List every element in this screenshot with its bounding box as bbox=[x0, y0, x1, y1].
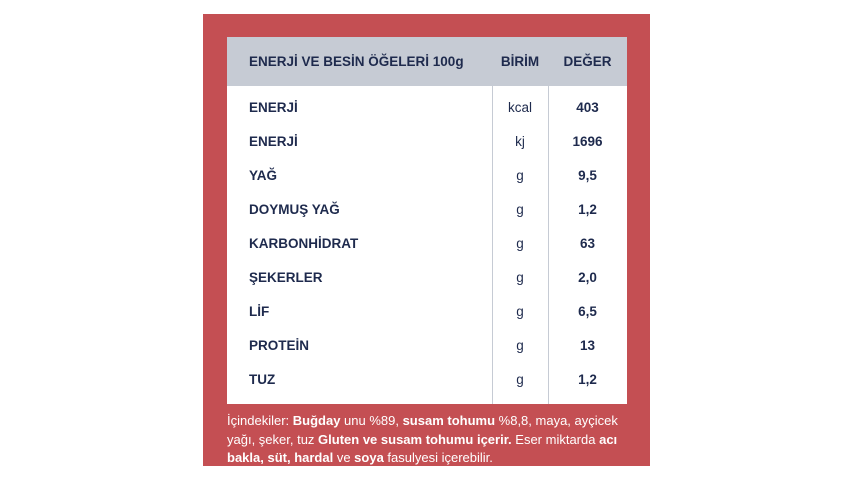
nutrient-name: ENERJİ bbox=[249, 100, 298, 115]
ingredient-text: Gluten ve susam tohumu içerir. bbox=[318, 431, 512, 447]
value: 13 bbox=[579, 338, 596, 353]
value: 1696 bbox=[572, 134, 603, 149]
ingredient-text: susam tohumu bbox=[402, 413, 496, 428]
unit: g bbox=[516, 236, 524, 251]
unit: g bbox=[516, 338, 524, 353]
column-divider bbox=[492, 86, 493, 404]
nutrient-name: YAĞ bbox=[249, 168, 278, 183]
ingredient-text: %8,8, maya, ayçicek yağı, şeker, tuz bbox=[227, 413, 618, 447]
nutrition-table: ENERJİ VE BESİN ÖĞELERİ 100g BİRİM DEĞER E… bbox=[227, 37, 627, 404]
nutrient-name: TUZ bbox=[249, 372, 276, 387]
nutrient-name: KARBONHİDRAT bbox=[249, 236, 359, 251]
ingredient-text: soya bbox=[354, 450, 384, 465]
ingredient-text: fasulyesi içerebilir. bbox=[383, 450, 493, 465]
unit: kcal bbox=[507, 100, 532, 115]
unit: g bbox=[516, 202, 524, 217]
nutrient-name: LİF bbox=[249, 304, 270, 319]
header-cell: ENERJİ VE BESİN ÖĞELERİ 100g bbox=[249, 54, 464, 69]
column-divider bbox=[548, 86, 549, 404]
header-cell: BİRİM bbox=[500, 54, 540, 69]
value: 63 bbox=[579, 236, 596, 251]
value: 1,2 bbox=[578, 202, 597, 217]
nutrient-name: ENERJİ bbox=[249, 134, 298, 149]
ingredients-text: İçindekiler: Buğday unu %89, susam tohum… bbox=[227, 412, 635, 468]
nutrient-name: PROTEİN bbox=[249, 338, 310, 353]
table-header: ENERJİ VE BESİN ÖĞELERİ 100g BİRİM DEĞER bbox=[227, 37, 627, 86]
nutrition-panel: ENERJİ VE BESİN ÖĞELERİ 100g BİRİM DEĞER E… bbox=[203, 14, 650, 466]
value: 2,0 bbox=[578, 270, 597, 285]
nutrient-name: DOYMUŞ YAĞ bbox=[249, 202, 340, 217]
unit: kj bbox=[515, 134, 525, 149]
unit: g bbox=[516, 304, 524, 319]
value: 403 bbox=[576, 100, 599, 115]
ingredient-text: İçindekiler: bbox=[227, 413, 293, 428]
nutrient-name: ŞEKERLER bbox=[249, 270, 323, 285]
ingredient-text: ve bbox=[333, 450, 355, 465]
unit: g bbox=[516, 270, 524, 285]
header-cell: DEĞER bbox=[563, 54, 612, 69]
ingredient-text: Buğday bbox=[292, 413, 341, 428]
ingredient-text: unu %89, bbox=[340, 413, 403, 428]
unit: g bbox=[516, 372, 524, 387]
value: 1,2 bbox=[578, 372, 597, 387]
unit: g bbox=[516, 168, 524, 183]
ingredient-text: Eser miktarda bbox=[511, 431, 600, 447]
ingredient-text: acı bakla, süt, hardal bbox=[227, 431, 618, 466]
value: 9,5 bbox=[578, 168, 597, 183]
value: 6,5 bbox=[578, 304, 597, 319]
